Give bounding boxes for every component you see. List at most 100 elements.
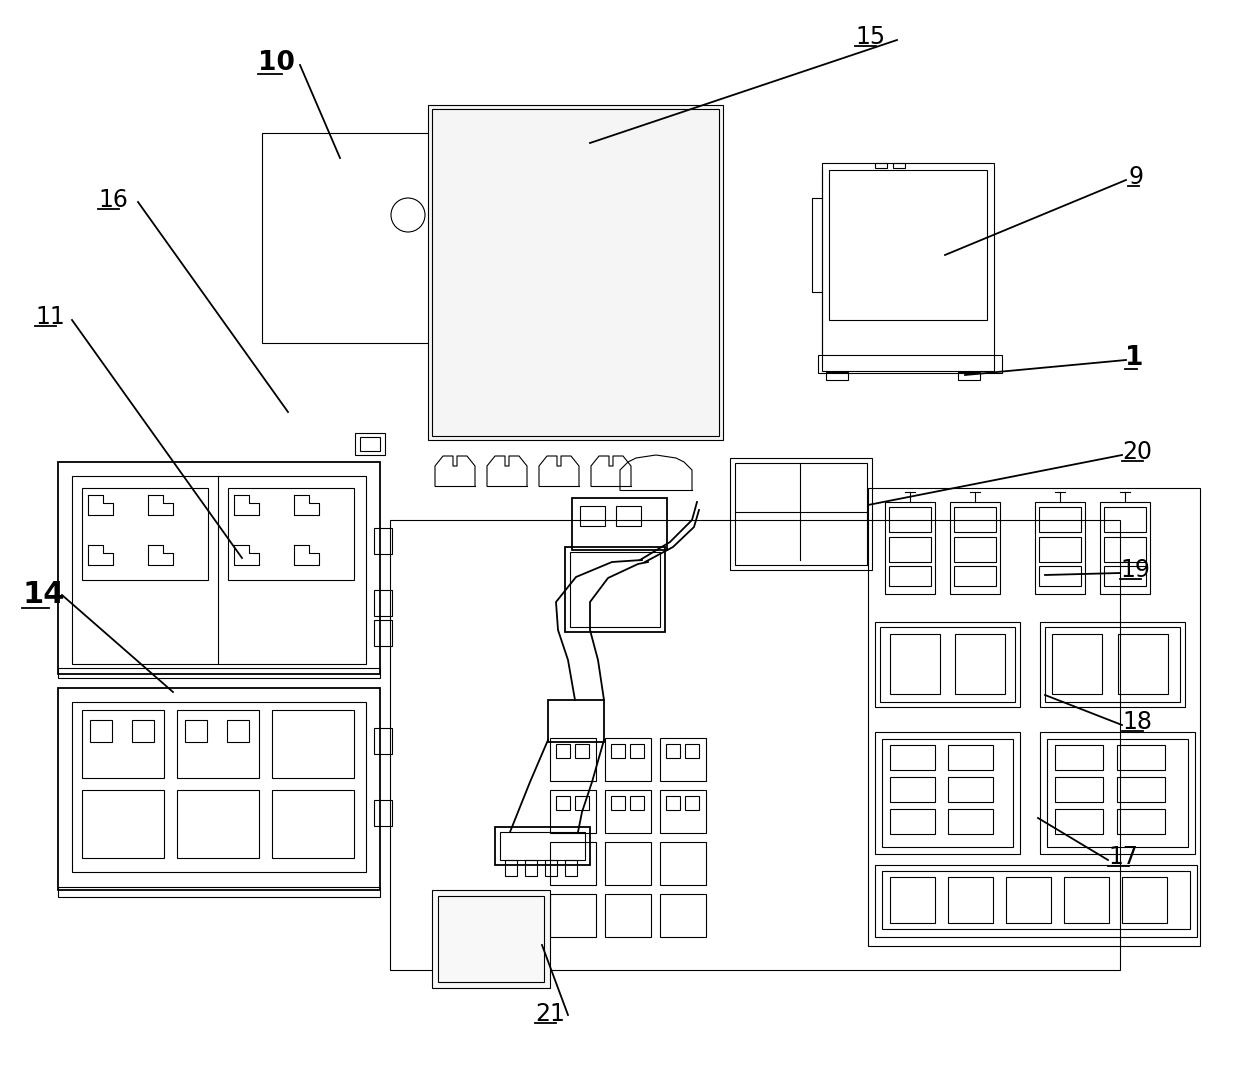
Bar	[1055, 745, 1104, 770]
Bar	[605, 894, 651, 937]
Bar	[58, 887, 379, 897]
Bar	[1117, 777, 1166, 802]
Bar	[605, 791, 651, 833]
Bar	[959, 372, 980, 380]
Bar	[58, 688, 379, 890]
Bar	[890, 745, 935, 770]
Bar	[660, 894, 706, 937]
Bar	[525, 861, 537, 876]
Bar	[505, 861, 517, 876]
Bar	[1040, 623, 1185, 707]
Bar	[875, 623, 1021, 707]
Bar	[1117, 809, 1166, 834]
Bar	[272, 791, 353, 858]
Text: 21: 21	[534, 1002, 565, 1026]
Bar	[1039, 537, 1081, 562]
Bar	[826, 372, 848, 380]
Bar	[177, 791, 259, 858]
Text: 10: 10	[258, 50, 295, 76]
Bar	[882, 739, 1013, 847]
Bar	[1118, 634, 1168, 694]
Bar	[1104, 507, 1146, 532]
Bar	[565, 547, 665, 632]
Bar	[1039, 507, 1081, 532]
Text: 19: 19	[1120, 558, 1149, 582]
Bar	[949, 877, 993, 923]
Bar	[1055, 809, 1104, 834]
Bar	[185, 721, 207, 742]
Bar	[890, 777, 935, 802]
Bar	[570, 553, 660, 627]
Text: 1: 1	[1125, 345, 1143, 370]
Bar	[551, 738, 596, 781]
Text: 11: 11	[35, 305, 64, 328]
Bar	[72, 476, 366, 665]
Bar	[890, 634, 940, 694]
Bar	[72, 702, 366, 872]
Bar	[1104, 567, 1146, 586]
Bar	[880, 627, 1016, 702]
Text: 15: 15	[856, 25, 885, 48]
Bar	[556, 796, 570, 810]
Bar	[500, 833, 585, 861]
Bar	[875, 732, 1021, 854]
Bar	[1100, 502, 1149, 595]
Bar	[666, 744, 680, 758]
Bar	[177, 710, 259, 778]
Bar	[82, 710, 164, 778]
Bar	[868, 488, 1200, 946]
Bar	[551, 791, 596, 833]
Bar	[630, 796, 644, 810]
Bar	[374, 728, 392, 754]
Bar	[890, 877, 935, 923]
Text: 20: 20	[1122, 440, 1152, 464]
Bar	[546, 861, 557, 876]
Bar	[889, 567, 931, 586]
Bar	[548, 700, 604, 742]
Bar	[611, 796, 625, 810]
Bar	[889, 537, 931, 562]
Bar	[1104, 537, 1146, 562]
Bar	[82, 791, 164, 858]
Bar	[575, 796, 589, 810]
Bar	[1055, 777, 1104, 802]
Bar	[374, 590, 392, 616]
Bar	[551, 894, 596, 937]
Bar	[1035, 502, 1085, 595]
Bar	[58, 668, 379, 679]
Bar	[391, 520, 1120, 970]
Text: 9: 9	[1128, 165, 1143, 188]
Bar	[551, 842, 596, 885]
Bar	[616, 506, 641, 526]
Bar	[575, 744, 589, 758]
Bar	[605, 842, 651, 885]
Bar	[91, 721, 112, 742]
Bar	[954, 537, 996, 562]
Bar	[830, 170, 987, 320]
Bar	[432, 109, 719, 436]
Bar	[1045, 627, 1180, 702]
Bar	[660, 738, 706, 781]
Bar	[1122, 877, 1167, 923]
Bar	[666, 796, 680, 810]
Bar	[818, 355, 1002, 373]
Bar	[954, 507, 996, 532]
Bar	[950, 502, 999, 595]
Bar	[660, 791, 706, 833]
Bar	[954, 567, 996, 586]
Text: 18: 18	[1122, 710, 1152, 735]
Bar	[374, 800, 392, 826]
Bar	[890, 809, 935, 834]
Bar	[822, 163, 994, 370]
Bar	[949, 745, 993, 770]
Bar	[262, 132, 441, 342]
Bar	[227, 721, 249, 742]
Bar	[955, 634, 1004, 694]
Text: 16: 16	[98, 188, 128, 212]
Bar	[885, 502, 935, 595]
Bar	[730, 458, 872, 570]
Bar	[949, 809, 993, 834]
Bar	[605, 738, 651, 781]
Bar	[228, 488, 353, 581]
Bar	[495, 827, 590, 865]
